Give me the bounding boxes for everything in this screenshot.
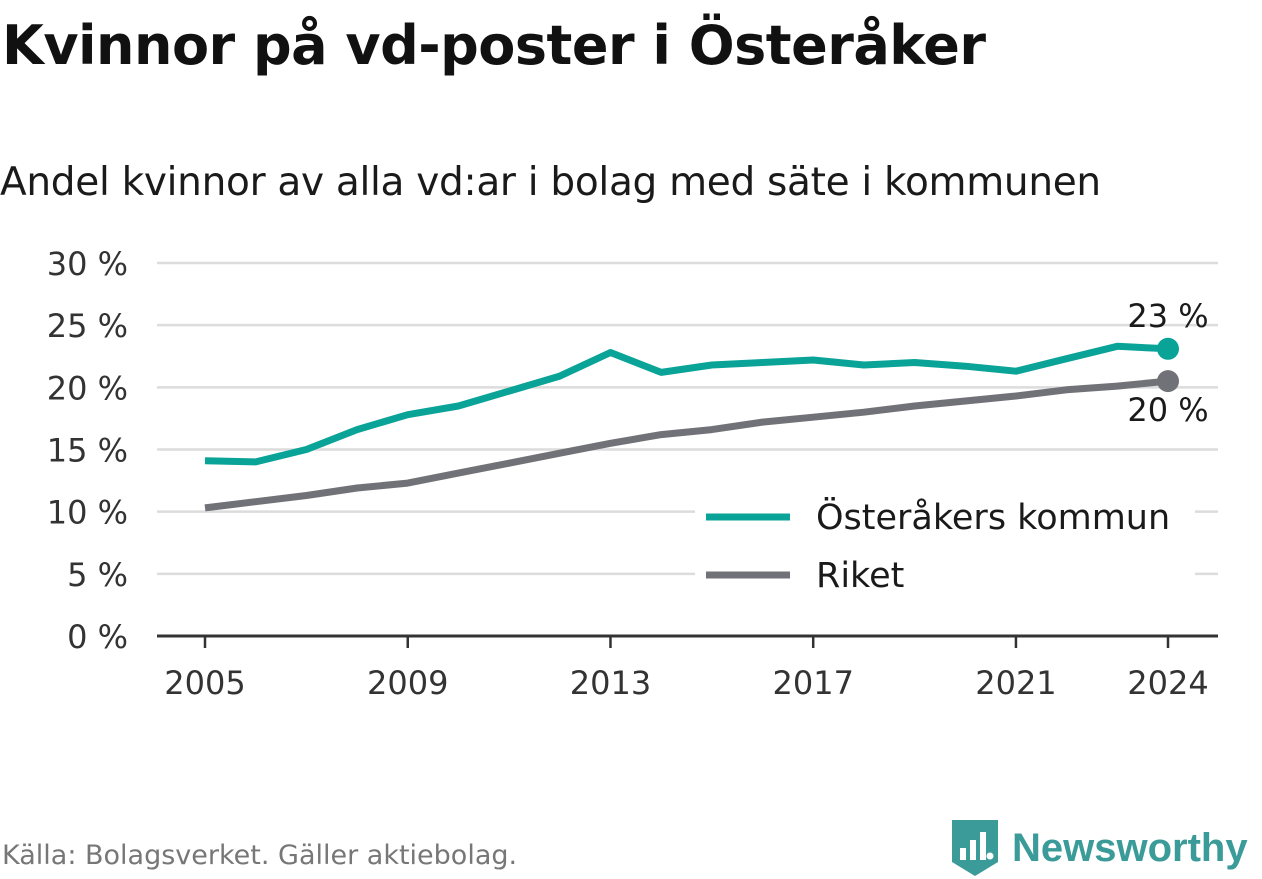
y-tick-label: 20 % [47, 369, 128, 407]
chart-subtitle: Andel kvinnor av alla vd:ar i bolag med … [0, 160, 1101, 205]
y-tick-label: 25 % [47, 307, 128, 345]
brand-name: Newsworthy [1012, 825, 1248, 870]
series-lines: 23 % 20 % [204, 297, 1209, 512]
y-tick-label: 5 % [67, 556, 128, 594]
x-axis: 2005 2009 2013 2017 2021 2024 [157, 634, 1218, 702]
x-tick-label: 2021 [975, 664, 1056, 702]
x-tick-label: 2024 [1127, 664, 1208, 702]
newsworthy-logo-icon [952, 820, 998, 876]
newsworthy-logo: Newsworthy [950, 818, 1248, 878]
x-tick-label: 2009 [367, 664, 448, 702]
series-end-label: 23 % [1127, 297, 1208, 335]
y-tick-label: 30 % [47, 245, 128, 283]
series-line [204, 377, 1169, 512]
chart-title: Kvinnor på vd-poster i Österåker [2, 14, 986, 77]
legend-label: Österåkers kommun [816, 496, 1170, 538]
legend-label: Riket [816, 556, 904, 596]
y-tick-label: 15 % [47, 432, 128, 470]
gridlines [157, 261, 1218, 576]
y-tick-label: 0 % [67, 618, 128, 656]
source-note: Källa: Bolagsverket. Gäller aktiebolag. [2, 840, 518, 871]
y-tick-label: 10 % [47, 494, 128, 532]
x-tick-label: 2005 [164, 664, 245, 702]
legend-backdrop [695, 545, 1195, 595]
series-end-point [1157, 337, 1179, 360]
y-axis: 0 % 5 % 10 % 15 % 20 % 25 % 30 % [47, 245, 128, 656]
x-tick-label: 2017 [772, 664, 853, 702]
series-end-point [1157, 370, 1179, 393]
legend-backdrop [695, 487, 1195, 537]
series-end-label: 20 % [1127, 391, 1208, 429]
legend: Österåkers kommun Riket [695, 487, 1195, 596]
series-line [204, 342, 1169, 466]
x-tick-label: 2013 [570, 664, 651, 702]
